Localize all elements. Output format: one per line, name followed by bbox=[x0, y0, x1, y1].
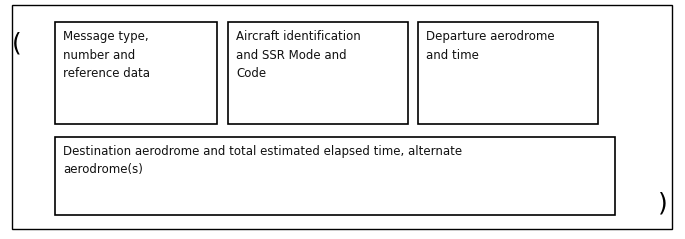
Text: ): ) bbox=[658, 191, 668, 215]
Bar bbox=[418, 22, 598, 124]
Text: Departure aerodrome
and time: Departure aerodrome and time bbox=[426, 30, 555, 61]
Bar bbox=[228, 22, 408, 124]
Bar bbox=[55, 137, 615, 215]
Text: (: ( bbox=[12, 31, 22, 55]
Bar bbox=[55, 22, 217, 124]
Text: Message type,
number and
reference data: Message type, number and reference data bbox=[63, 30, 150, 80]
Text: Aircraft identification
and SSR Mode and
Code: Aircraft identification and SSR Mode and… bbox=[236, 30, 361, 80]
Text: Destination aerodrome and total estimated elapsed time, alternate
aerodrome(s): Destination aerodrome and total estimate… bbox=[63, 145, 462, 176]
